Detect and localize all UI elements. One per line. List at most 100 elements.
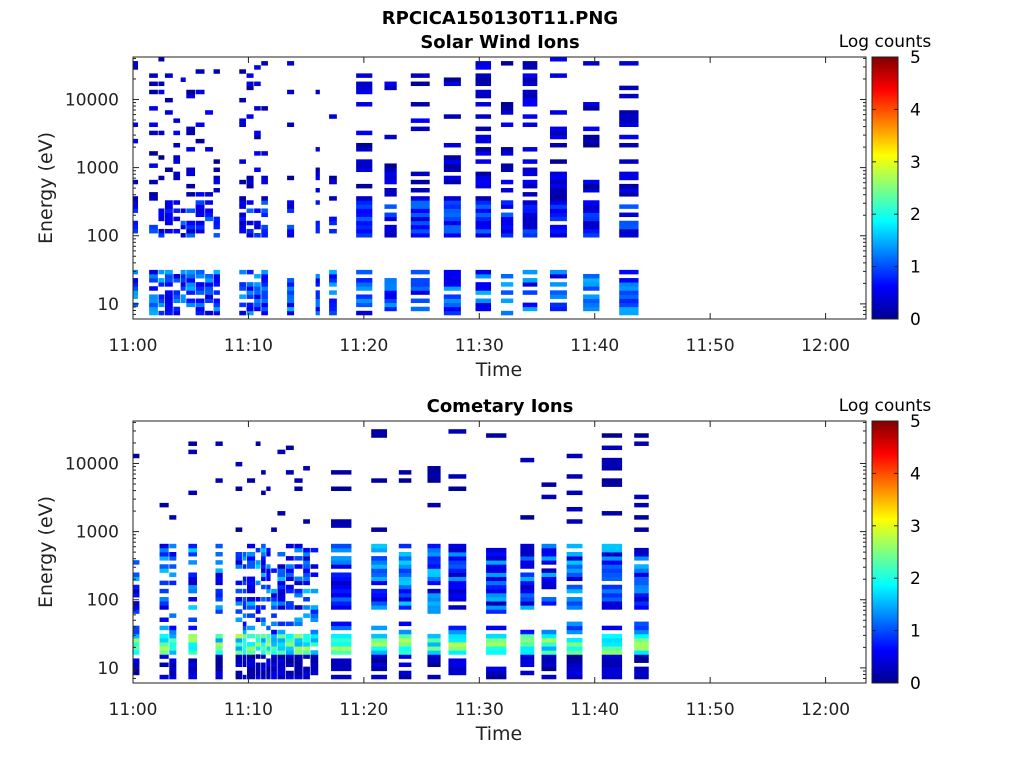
heatmap-cell: [173, 208, 181, 213]
heatmap-cell: [583, 179, 600, 185]
heatmap-cell: [566, 674, 583, 680]
heatmap-cell: [634, 605, 649, 610]
heatmap-cell: [371, 637, 388, 643]
heatmap-cell: [247, 666, 256, 672]
heatmap-cell: [303, 654, 310, 659]
heatmap-cell: [410, 126, 430, 132]
heatmap-cell: [213, 233, 220, 238]
heatmap-cell: [583, 204, 600, 209]
heatmap-cell: [566, 552, 583, 557]
heatmap-cell: [188, 625, 197, 631]
heatmap-cell: [213, 290, 220, 295]
heatmap-cell: [277, 654, 286, 659]
heatmap-cell: [486, 670, 507, 676]
heatmap-cell: [356, 102, 373, 107]
heatmap-cell: [186, 233, 196, 238]
heatmap-cell: [277, 662, 286, 668]
heatmap-cell: [448, 637, 467, 643]
heatmap-cell: [601, 552, 623, 557]
heatmap-cell: [331, 556, 352, 561]
heatmap-cell: [235, 674, 243, 680]
heatmap-cell: [384, 302, 397, 308]
heatmap-cell: [149, 130, 158, 136]
heatmap-cell: [634, 580, 649, 586]
heatmap-cell: [427, 547, 441, 553]
heatmap-cell: [475, 73, 492, 78]
heatmap-cell: [303, 552, 310, 557]
heatmap-cell: [549, 273, 567, 279]
heatmap-cell: [329, 175, 337, 181]
heatmap-cell: [239, 282, 246, 287]
heatmap-cell: [549, 208, 567, 213]
heatmap-cell: [261, 269, 268, 275]
heatmap-cell: [213, 175, 220, 181]
heatmap-cell: [500, 310, 514, 316]
heatmap-cell: [601, 543, 623, 549]
heatmap-cell: [356, 233, 373, 238]
heatmap-cell: [164, 228, 173, 234]
heatmap-cell: [294, 658, 303, 663]
heatmap-cell: [566, 642, 583, 647]
heatmap-cell: [448, 584, 467, 590]
heatmap-cell: [261, 310, 268, 316]
heatmap-cell: [254, 298, 261, 304]
heatmap-cell: [266, 633, 271, 639]
heatmap-cell: [169, 515, 177, 520]
heatmap-cell: [329, 298, 337, 304]
heatmap-cell: [266, 588, 271, 594]
heatmap-cell: [246, 228, 254, 234]
heatmap-cell: [500, 282, 514, 287]
heatmap-cell: [247, 597, 256, 602]
heatmap-cell: [486, 556, 507, 561]
heatmap-cell: [239, 220, 246, 226]
heatmap-cell: [287, 61, 295, 66]
heatmap-cell: [448, 560, 467, 565]
heatmap-cell: [583, 286, 600, 291]
heatmap-cell: [500, 200, 514, 205]
heatmap-cell: [566, 568, 583, 573]
heatmap-cell: [158, 175, 165, 181]
heatmap-cell: [486, 674, 507, 680]
heatmap-cell: [247, 580, 256, 586]
heatmap-cell: [522, 224, 538, 230]
heatmap-cell: [398, 580, 412, 586]
heatmap-cell: [159, 633, 169, 639]
heatmap-cell: [566, 654, 583, 659]
heatmap-cell: [287, 302, 295, 308]
heatmap-cell: [522, 97, 538, 103]
heatmap-cell: [356, 163, 373, 168]
heatmap-cell: [329, 228, 337, 234]
heatmap-cell: [186, 228, 196, 234]
heatmap-cell: [619, 298, 639, 304]
heatmap-cell: [159, 552, 169, 557]
heatmap-cell: [247, 654, 256, 659]
heatmap-cell: [133, 286, 139, 291]
heatmap-cell: [583, 126, 600, 132]
heatmap-cell: [356, 278, 373, 283]
heatmap-cell: [371, 674, 388, 680]
heatmap-cell: [486, 650, 507, 655]
heatmap-cell: [159, 646, 169, 651]
heatmap-cell: [277, 658, 286, 663]
heatmap-cell: [186, 290, 196, 295]
heatmap-cell: [619, 122, 639, 127]
heatmap-cell: [443, 196, 461, 201]
heatmap-cell: [329, 114, 337, 119]
heatmap-cell: [235, 617, 243, 622]
heatmap-cell: [520, 515, 535, 520]
heatmap-cell: [247, 588, 256, 594]
heatmap-cell: [634, 564, 649, 569]
heatmap-cell: [158, 269, 165, 275]
heatmap-cell: [205, 212, 213, 218]
heatmap-cell: [285, 637, 294, 643]
heatmap-cell: [303, 674, 310, 680]
heatmap-cell: [315, 188, 320, 193]
heatmap-cell: [277, 674, 286, 680]
heatmap-cell: [583, 142, 600, 148]
heatmap-cell: [583, 278, 600, 283]
heatmap-cell: [271, 629, 277, 635]
heatmap-cell: [205, 294, 213, 299]
heatmap-cell: [619, 192, 639, 197]
heatmap-cell: [486, 642, 507, 647]
heatmap-cell: [271, 637, 277, 643]
